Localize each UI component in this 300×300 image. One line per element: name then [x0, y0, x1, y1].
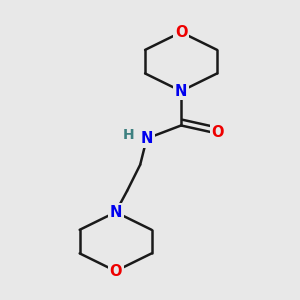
- Text: H: H: [123, 128, 134, 142]
- Text: O: O: [212, 124, 224, 140]
- Text: O: O: [175, 25, 187, 40]
- Text: N: N: [140, 131, 153, 146]
- Text: O: O: [110, 263, 122, 278]
- Text: N: N: [175, 84, 187, 99]
- Text: N: N: [110, 205, 122, 220]
